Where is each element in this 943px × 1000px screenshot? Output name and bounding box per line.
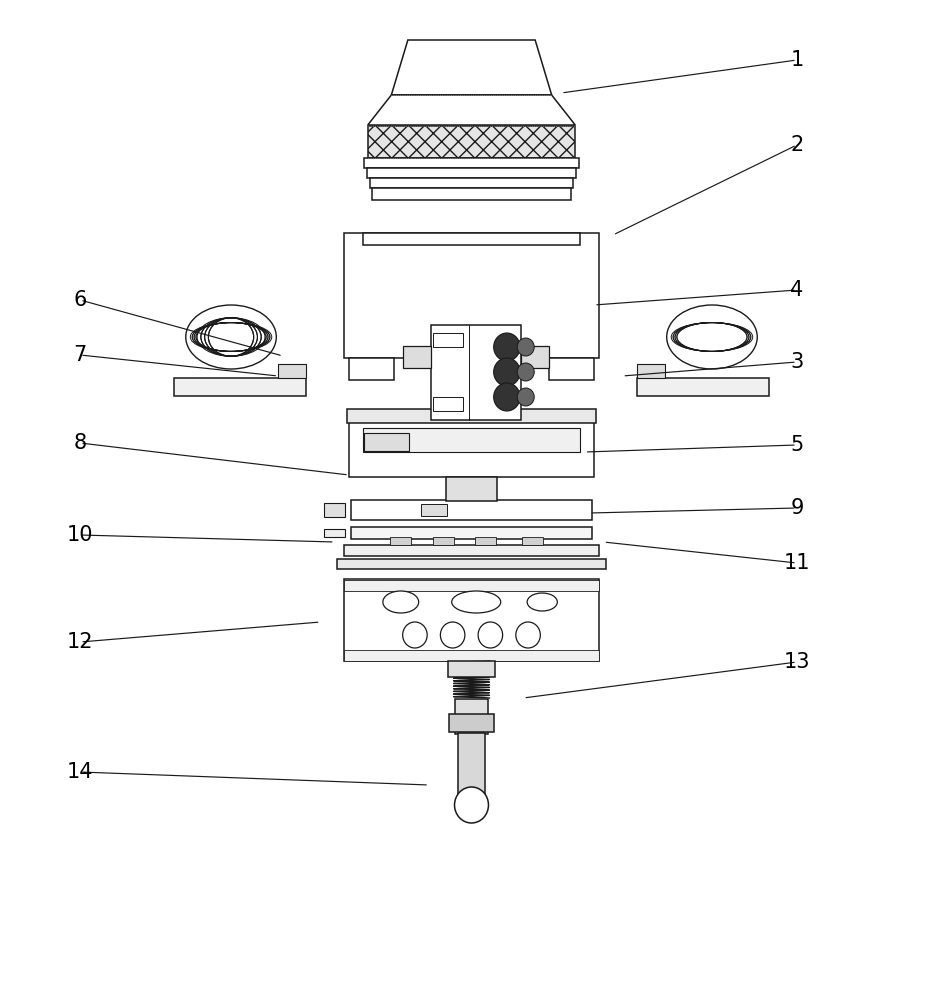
Bar <box>421 504 447 516</box>
Bar <box>549 358 594 380</box>
Bar <box>432 324 521 420</box>
Polygon shape <box>391 40 552 95</box>
Bar <box>455 698 488 734</box>
Ellipse shape <box>186 305 276 369</box>
Circle shape <box>516 622 540 648</box>
Bar <box>637 364 665 378</box>
Bar <box>475 536 496 544</box>
Bar <box>351 500 592 520</box>
Circle shape <box>455 787 488 823</box>
Bar <box>368 126 575 158</box>
Bar <box>364 158 579 168</box>
Bar <box>364 433 409 451</box>
Text: 12: 12 <box>67 632 93 652</box>
Ellipse shape <box>452 591 501 613</box>
Text: 1: 1 <box>790 50 803 70</box>
Bar <box>338 559 606 569</box>
Bar <box>637 378 769 396</box>
Bar <box>344 580 599 590</box>
Circle shape <box>478 622 503 648</box>
Bar <box>434 397 464 411</box>
Circle shape <box>494 383 521 411</box>
Bar <box>324 503 345 517</box>
Text: 5: 5 <box>790 435 803 455</box>
Ellipse shape <box>667 305 757 369</box>
Bar <box>344 650 599 660</box>
Text: 9: 9 <box>790 498 803 518</box>
Bar <box>363 428 580 452</box>
Bar <box>434 333 464 347</box>
Bar <box>433 536 454 544</box>
Bar <box>370 178 573 188</box>
Text: 4: 4 <box>790 280 803 300</box>
Bar <box>344 232 599 358</box>
Bar <box>347 408 597 422</box>
Bar <box>522 536 543 544</box>
Ellipse shape <box>527 593 557 611</box>
Text: 11: 11 <box>784 553 810 573</box>
Bar <box>448 661 495 677</box>
Circle shape <box>403 622 427 648</box>
Bar <box>458 733 485 805</box>
Circle shape <box>518 388 534 406</box>
Bar <box>367 168 576 178</box>
Ellipse shape <box>383 591 419 613</box>
Bar <box>324 529 345 537</box>
Text: 2: 2 <box>790 135 803 155</box>
Bar <box>449 714 494 732</box>
Circle shape <box>494 333 521 361</box>
Polygon shape <box>368 95 575 125</box>
Bar <box>344 579 599 661</box>
Text: 8: 8 <box>74 433 87 453</box>
Circle shape <box>518 338 534 356</box>
Bar <box>521 346 549 368</box>
Text: 3: 3 <box>790 352 803 372</box>
Bar <box>390 536 411 544</box>
Text: 6: 6 <box>74 290 87 310</box>
Text: 13: 13 <box>784 652 810 672</box>
Bar <box>349 422 594 477</box>
Bar <box>372 188 571 200</box>
Text: 10: 10 <box>67 525 93 545</box>
Text: 7: 7 <box>74 345 87 365</box>
Bar <box>363 232 580 244</box>
Circle shape <box>494 358 521 386</box>
Bar <box>404 346 432 368</box>
Bar <box>446 477 498 501</box>
Bar <box>278 364 306 378</box>
Bar <box>174 378 306 396</box>
Bar <box>351 527 592 539</box>
Text: 14: 14 <box>67 762 93 782</box>
Circle shape <box>518 363 534 381</box>
Circle shape <box>440 622 465 648</box>
Bar <box>344 544 599 556</box>
Bar <box>349 358 394 380</box>
